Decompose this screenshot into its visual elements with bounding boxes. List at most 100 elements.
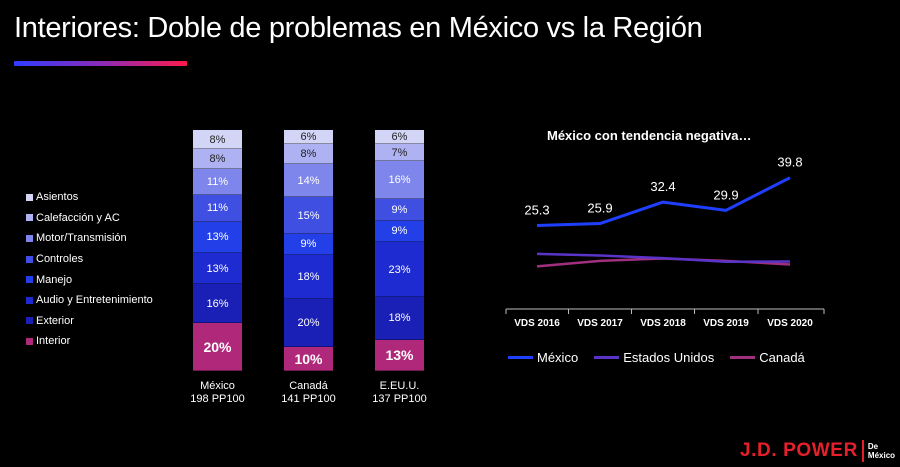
- bar-category-label-line: 141 PP100: [281, 393, 336, 405]
- bar-segment-label: 8%: [209, 133, 226, 146]
- bar-segment-label: 13%: [385, 347, 414, 364]
- bar-segment: 8%: [284, 144, 333, 164]
- bar-segment: 6%: [375, 130, 424, 145]
- logo-subtitle: De México: [868, 442, 895, 460]
- title-accent-bar: [14, 61, 187, 66]
- bar-column: 20% 16% 13% 13% 11% 11% 8% 8%: [193, 130, 242, 371]
- bar-segment-label: 10%: [294, 350, 323, 367]
- legend-item: Audio y Entretenimiento: [26, 290, 153, 311]
- bar-segment: 11%: [193, 168, 242, 196]
- bar-category-label-line: 137 PP100: [372, 393, 427, 405]
- bar-segment-label: 11%: [206, 175, 229, 188]
- bar-segment-label: 20%: [203, 338, 232, 355]
- bar-segment: 9%: [284, 233, 333, 256]
- line-legend-label: Canadá: [759, 350, 805, 365]
- bar-segment: 7%: [375, 144, 424, 161]
- bar-segment: 9%: [375, 220, 424, 243]
- bar-category-label: E.EU.U. 137 PP100: [350, 380, 450, 406]
- bar-segment-label: 23%: [388, 263, 411, 276]
- line-chart-legend: México Estados Unidos Canadá: [508, 350, 821, 365]
- legend-label: Motor/Transmisión: [36, 232, 127, 245]
- legend-label: Calefacción y AC: [36, 211, 120, 224]
- bar-category-label: Canadá 141 PP100: [259, 380, 359, 406]
- bar-column: 10% 20% 18% 9% 15% 14% 8% 6%: [284, 130, 333, 371]
- legend-swatch: [26, 193, 33, 201]
- legend-item: Manejo: [26, 269, 153, 290]
- bar-segment-label: 7%: [391, 146, 408, 159]
- legend-item: Controles: [26, 249, 153, 270]
- legend-swatch: [26, 214, 33, 222]
- legend-label: Interior: [36, 335, 71, 348]
- line-legend-item: México: [508, 350, 578, 365]
- bar-category-label-line: México: [200, 380, 235, 392]
- line-chart-title: México con tendencia negativa…: [547, 128, 752, 143]
- legend-swatch: [26, 296, 33, 304]
- bar-segment-label: 13%: [206, 231, 229, 244]
- x-tick-label: VDS 2016: [514, 318, 560, 329]
- bar-segment-label: 18%: [388, 312, 411, 325]
- bar-segment: 18%: [375, 297, 424, 340]
- bar-segment: 13%: [375, 339, 424, 371]
- series-line-estados-unidos: [536, 252, 791, 264]
- jd-power-logo: J.D. POWER De México: [740, 440, 895, 462]
- legend-item: Interior: [26, 331, 153, 352]
- series-line-méxico: [536, 176, 791, 228]
- bar-segment: 6%: [284, 130, 333, 145]
- legend-item: Asientos: [26, 187, 153, 208]
- line-legend-item: Estados Unidos: [594, 350, 714, 365]
- line-legend-label: México: [537, 350, 579, 365]
- data-label: 29.9: [713, 187, 738, 202]
- bar-segment: 23%: [375, 242, 424, 298]
- bar-segment-label: 15%: [297, 209, 320, 222]
- bar-segment-label: 11%: [206, 202, 229, 215]
- data-label: 25.3: [524, 203, 549, 218]
- x-tick-label: VDS 2017: [577, 318, 623, 329]
- bar-segment-label: 16%: [206, 297, 229, 310]
- bar-segment: 16%: [375, 161, 424, 200]
- bar-segment-label: 20%: [297, 316, 320, 329]
- page-title: Interiores: Doble de problemas en México…: [14, 12, 703, 44]
- bar-segment: 13%: [193, 252, 242, 285]
- bar-segment-label: 9%: [300, 238, 317, 251]
- data-label: 32.4: [650, 179, 675, 194]
- bar-segment-label: 8%: [209, 152, 226, 165]
- bar-segment-label: 13%: [206, 262, 229, 275]
- bar-segment: 11%: [193, 195, 242, 222]
- bar-category-label-line: E.EU.U.: [379, 380, 420, 392]
- bar-segment-label: 14%: [297, 174, 320, 187]
- bar-chart-legend: Asientos Calefacción y AC Motor/Transmisió…: [26, 187, 153, 352]
- bar-segment: 10%: [284, 346, 333, 371]
- logo-sub-line1: De: [867, 442, 879, 451]
- bar-segment-label: 9%: [391, 225, 408, 238]
- bar-segment: 13%: [193, 221, 242, 253]
- legend-swatch: [26, 276, 33, 284]
- x-tick-label: VDS 2018: [640, 318, 686, 329]
- legend-label: Controles: [36, 253, 84, 266]
- legend-label: Asientos: [36, 191, 79, 204]
- legend-item: Calefacción y AC: [26, 208, 153, 229]
- bar-segment-label: 18%: [297, 271, 320, 283]
- bar-segment: 15%: [284, 197, 333, 234]
- legend-swatch: [26, 317, 33, 325]
- line-legend-swatch: [508, 356, 533, 359]
- bar-category-label: México 198 PP100: [168, 380, 268, 406]
- bar-segment: 8%: [193, 149, 242, 169]
- bar-segment: 14%: [284, 163, 333, 198]
- bar-segment-label: 16%: [388, 174, 411, 187]
- legend-item: Motor/Transmisión: [26, 228, 153, 249]
- legend-label: Manejo: [36, 273, 73, 286]
- bar-segment-label: 6%: [391, 131, 408, 144]
- bar-category-label-line: Canadá: [289, 380, 328, 392]
- bar-segment-label: 6%: [300, 131, 317, 144]
- data-label: 39.8: [777, 155, 802, 170]
- line-legend-swatch: [730, 356, 756, 359]
- bar-segment: 20%: [193, 322, 242, 371]
- legend-label: Exterior: [36, 314, 74, 327]
- bar-category-label-line: 198 PP100: [190, 393, 245, 405]
- bar-segment-label: 9%: [391, 203, 408, 216]
- bar-segment: 18%: [284, 255, 333, 299]
- line-legend-swatch: [594, 356, 620, 359]
- bar-segment: 9%: [375, 199, 424, 221]
- legend-swatch: [26, 337, 33, 345]
